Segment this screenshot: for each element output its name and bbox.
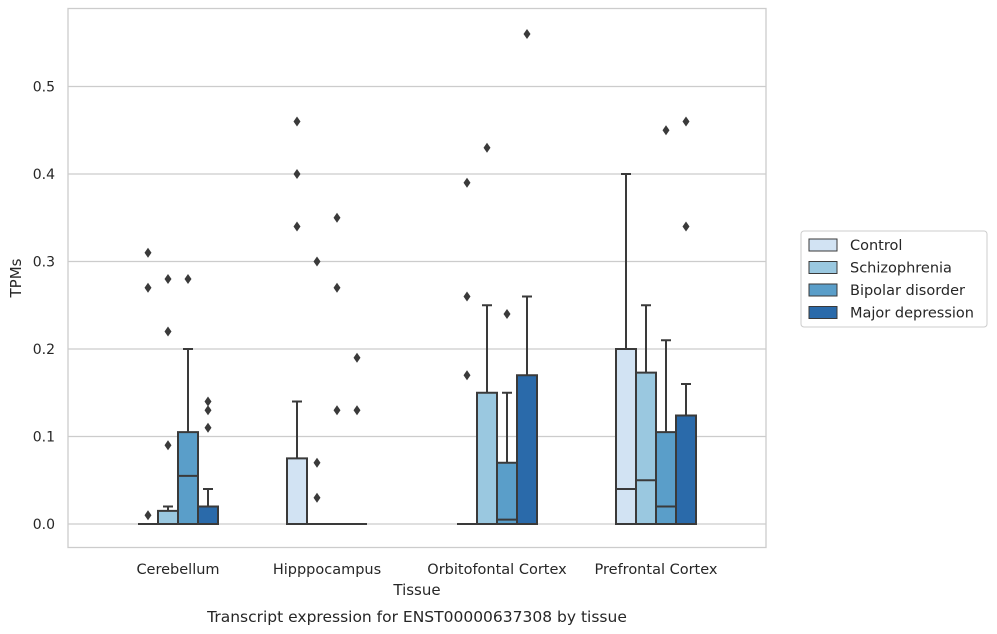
outlier-point [293, 116, 301, 127]
plot-frame [67, 7, 767, 549]
box-group [516, 29, 538, 525]
outlier-point [144, 247, 152, 258]
outlier-point [353, 405, 361, 416]
box [157, 509, 179, 525]
x-tick-label: Orbitofontal Cortex [427, 562, 567, 578]
outlier-point [463, 291, 471, 302]
outlier-point [204, 422, 212, 433]
x-tick-labels: Cerebellum Hipppocampus Orbitofontal Corte… [136, 562, 717, 578]
x-tick-label: Prefrontal Cortex [595, 562, 718, 578]
box-group [457, 177, 477, 525]
legend-swatch [808, 261, 838, 274]
box-group [496, 309, 518, 525]
y-tick-label: 0.4 [33, 167, 55, 183]
outlier-point [293, 221, 301, 232]
x-tick-label: Cerebellum [136, 562, 219, 578]
outlier-point [313, 256, 321, 267]
x-tick-label: Hipppocampus [273, 562, 381, 578]
box-group [327, 212, 347, 525]
x-axis-label: Tissue [392, 581, 440, 599]
outlier-point [144, 282, 152, 293]
legend-label: Major depression [850, 306, 974, 322]
y-tick-label: 0.0 [33, 517, 55, 533]
box [675, 414, 697, 525]
y-tick-label: 0.1 [33, 430, 55, 446]
legend-frame [800, 230, 988, 328]
outlier-point [184, 274, 192, 284]
outlier-point [483, 142, 491, 153]
outlier-point [204, 396, 212, 407]
box [615, 348, 637, 525]
box [177, 431, 199, 525]
outlier-point [333, 282, 341, 293]
outlier-point [682, 116, 690, 127]
chart-caption: Transcript expression for ENST0000063730… [206, 608, 627, 626]
box-group [177, 274, 199, 525]
y-tick-label: 0.5 [33, 80, 55, 96]
box-group [655, 125, 677, 525]
outlier-point [523, 29, 531, 39]
box [476, 391, 498, 525]
outlier-point [204, 405, 212, 416]
box [197, 505, 219, 525]
outlier-point [682, 221, 690, 232]
outlier-point [463, 177, 471, 188]
outlier-point [333, 405, 341, 416]
outlier-point [333, 212, 341, 223]
outlier-point [164, 326, 172, 337]
outlier-point [313, 492, 321, 503]
outlier-point [313, 457, 321, 468]
y-axis-label: TPMs [7, 258, 25, 298]
box-group [675, 116, 697, 525]
box [496, 461, 518, 525]
outlier-point [293, 169, 301, 179]
box-group [476, 142, 498, 525]
legend-swatch [808, 306, 838, 319]
legend: Control Schizophrenia Bipolar disorder Majo… [800, 230, 988, 328]
y-tick-labels: 0.0 0.1 0.2 0.3 0.4 0.5 [33, 80, 55, 534]
box [635, 371, 657, 525]
box-group [286, 116, 308, 525]
legend-label: Schizophrenia [850, 261, 952, 277]
outlier-point [353, 352, 361, 363]
y-tick-label: 0.2 [33, 342, 55, 358]
outlier-point [164, 440, 172, 451]
outlier-point [144, 510, 152, 521]
legend-label: Bipolar disorder [850, 283, 965, 299]
y-tick-label: 0.3 [33, 255, 55, 271]
outlier-point [164, 274, 172, 284]
outlier-point [662, 125, 670, 136]
box [286, 457, 308, 525]
legend-swatch [808, 238, 838, 252]
box-group [197, 396, 219, 525]
box [516, 374, 538, 525]
legend-label: Control [850, 238, 902, 254]
outlier-point [463, 370, 471, 381]
box-group [347, 352, 367, 525]
boxes-layer [138, 29, 697, 525]
legend-swatch [808, 283, 838, 297]
box-group [138, 247, 158, 525]
box-group [635, 304, 657, 525]
box [655, 431, 677, 525]
outlier-point [503, 309, 511, 319]
box-group [157, 274, 179, 525]
box-group [307, 256, 327, 525]
